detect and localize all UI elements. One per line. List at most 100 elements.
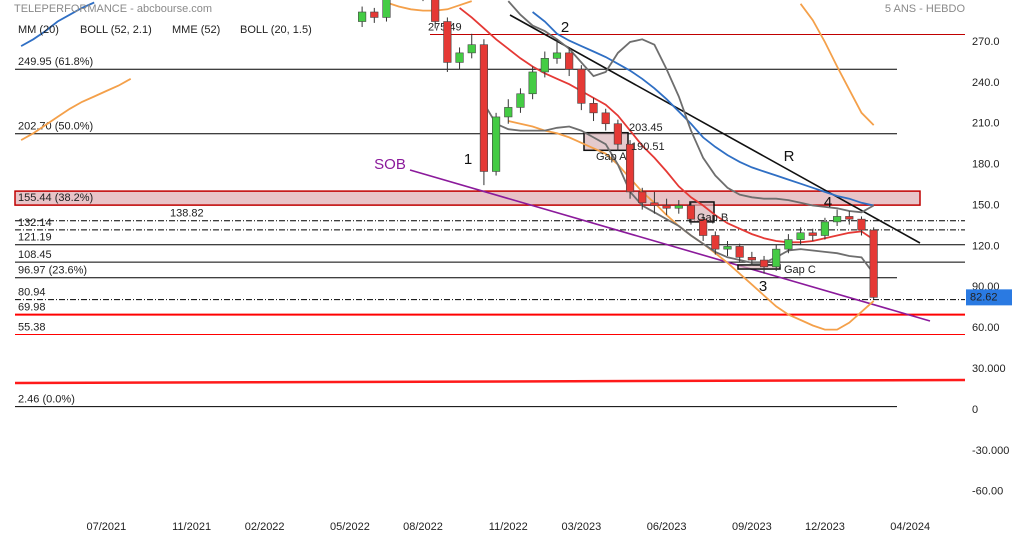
chart-title: TELEPERFORMANCE - abcbourse.com (14, 3, 212, 15)
candle-body (552, 52, 562, 59)
candle-body (808, 232, 817, 236)
candle-body (686, 205, 696, 220)
candle-body (820, 221, 830, 236)
y-tick-label: 180.0 (972, 159, 1000, 171)
y-tick-label: 150.0 (972, 199, 1000, 211)
level-zone (14, 190, 921, 206)
candle-body (601, 112, 610, 125)
x-tick-label: 07/2021 (86, 521, 126, 533)
level-label: 202.70 (50.0%) (18, 121, 93, 133)
y-tick-label: -60.00 (972, 486, 1003, 498)
gap-bottom-label: 190.51 (631, 141, 665, 153)
level-label: 69.98 (18, 301, 46, 313)
candle-body (833, 216, 842, 223)
candle-body (869, 229, 878, 298)
level-label: 2.46 (0.0%) (18, 394, 75, 406)
level-label: 96.97 (23.6%) (18, 265, 87, 277)
resistance-trendline (509, 14, 921, 244)
x-tick-label: 12/2023 (805, 521, 845, 533)
candle-body (650, 202, 659, 206)
level-label: 108.45 (18, 249, 52, 261)
candle-body (540, 58, 549, 73)
candle-body (625, 143, 635, 193)
candle-body (382, 0, 391, 18)
level-label: 132.14 (18, 217, 52, 229)
indicator-line (483, 102, 875, 275)
candle-body (467, 44, 476, 54)
candle-body (784, 239, 793, 250)
candle-body (723, 246, 732, 250)
level-label: 249.95 (61.8%) (18, 56, 93, 68)
y-tick-label: 60.00 (972, 322, 1000, 334)
level-label: 121.19 (18, 232, 52, 244)
gap-top-label: 203.45 (629, 122, 663, 134)
level-label: 55.38 (18, 321, 46, 333)
candle-body (516, 93, 525, 108)
annotation: 3 (759, 278, 767, 295)
candle-body (845, 216, 854, 220)
last-price-tag (966, 289, 1012, 306)
y-tick-label: 270.0 (972, 36, 1000, 48)
indicator-line (459, 7, 875, 244)
candle-body (577, 68, 586, 104)
legend-entry: MME (52) (172, 24, 220, 36)
candle-body (358, 11, 367, 22)
candle-body (613, 123, 622, 145)
candle-body (492, 116, 501, 172)
annotation: 4 (824, 194, 832, 211)
x-tick-label: 06/2023 (647, 521, 687, 533)
last-price: 82.62 (970, 291, 998, 303)
annotation: 1 (464, 151, 472, 168)
legend-entry: BOLL (52, 2.1) (80, 24, 152, 36)
candle-body (528, 71, 537, 95)
level-label: 138.82 (170, 208, 204, 220)
y-tick-label: 240.0 (972, 77, 1000, 89)
y-tick-label: 120.0 (972, 240, 1000, 252)
x-tick-label: 02/2022 (245, 521, 285, 533)
candle-body (443, 21, 452, 63)
candle-body (674, 205, 683, 209)
candle-body (565, 52, 574, 70)
annotation: SOB (374, 156, 406, 173)
overlay: Gap A Gap B Gap C 203.45 190.51 MM (20) BOLL (… (18, 19, 832, 295)
x-tick-label: 11/2022 (489, 521, 528, 533)
levels: 275.49249.95 (61.8%)202.70 (50.0%)155.44… (14, 21, 965, 408)
annotation: 2 (561, 19, 569, 36)
candle-body (759, 259, 769, 268)
x-tick-label: 04/2024 (890, 521, 930, 533)
x-tick-label: 11/2021 (172, 521, 211, 533)
candle-body (431, 0, 440, 22)
legend-entry: BOLL (20, 1.5) (240, 24, 312, 36)
level-label: 80.94 (18, 287, 46, 299)
y-tick-label: 210.0 (972, 118, 1000, 130)
chart-subtitle: 5 ANS - HEBDO (885, 3, 966, 15)
candle-body (857, 218, 866, 231)
candle-body (735, 246, 744, 258)
x-tick-label: 09/2023 (732, 521, 772, 533)
candle-body (479, 44, 488, 172)
y-tick-label: 30.000 (972, 363, 1006, 375)
candle-body (370, 11, 379, 18)
indicator-line (386, 0, 875, 126)
gap-label: Gap A (596, 151, 627, 163)
gap-label: Gap C (784, 264, 816, 276)
indicator-line (20, 1, 874, 207)
legend-entry: MM (20) (18, 24, 59, 36)
candle-body (711, 235, 720, 250)
candle-body (662, 205, 671, 209)
y-tick-label: -30.000 (972, 445, 1009, 457)
candle-body (455, 52, 464, 63)
level-label: 155.44 (38.2%) (18, 192, 93, 204)
x-tick-label: 05/2022 (330, 521, 370, 533)
plot-area (14, 0, 965, 385)
support-line (14, 378, 965, 385)
sob-trendline (409, 169, 931, 322)
candle-body (699, 218, 708, 236)
candle-body (747, 257, 756, 261)
annotation: R (784, 148, 795, 165)
x-tick-label: 03/2023 (561, 521, 601, 533)
candle-body (796, 232, 805, 240)
x-tick-label: 08/2022 (403, 521, 443, 533)
